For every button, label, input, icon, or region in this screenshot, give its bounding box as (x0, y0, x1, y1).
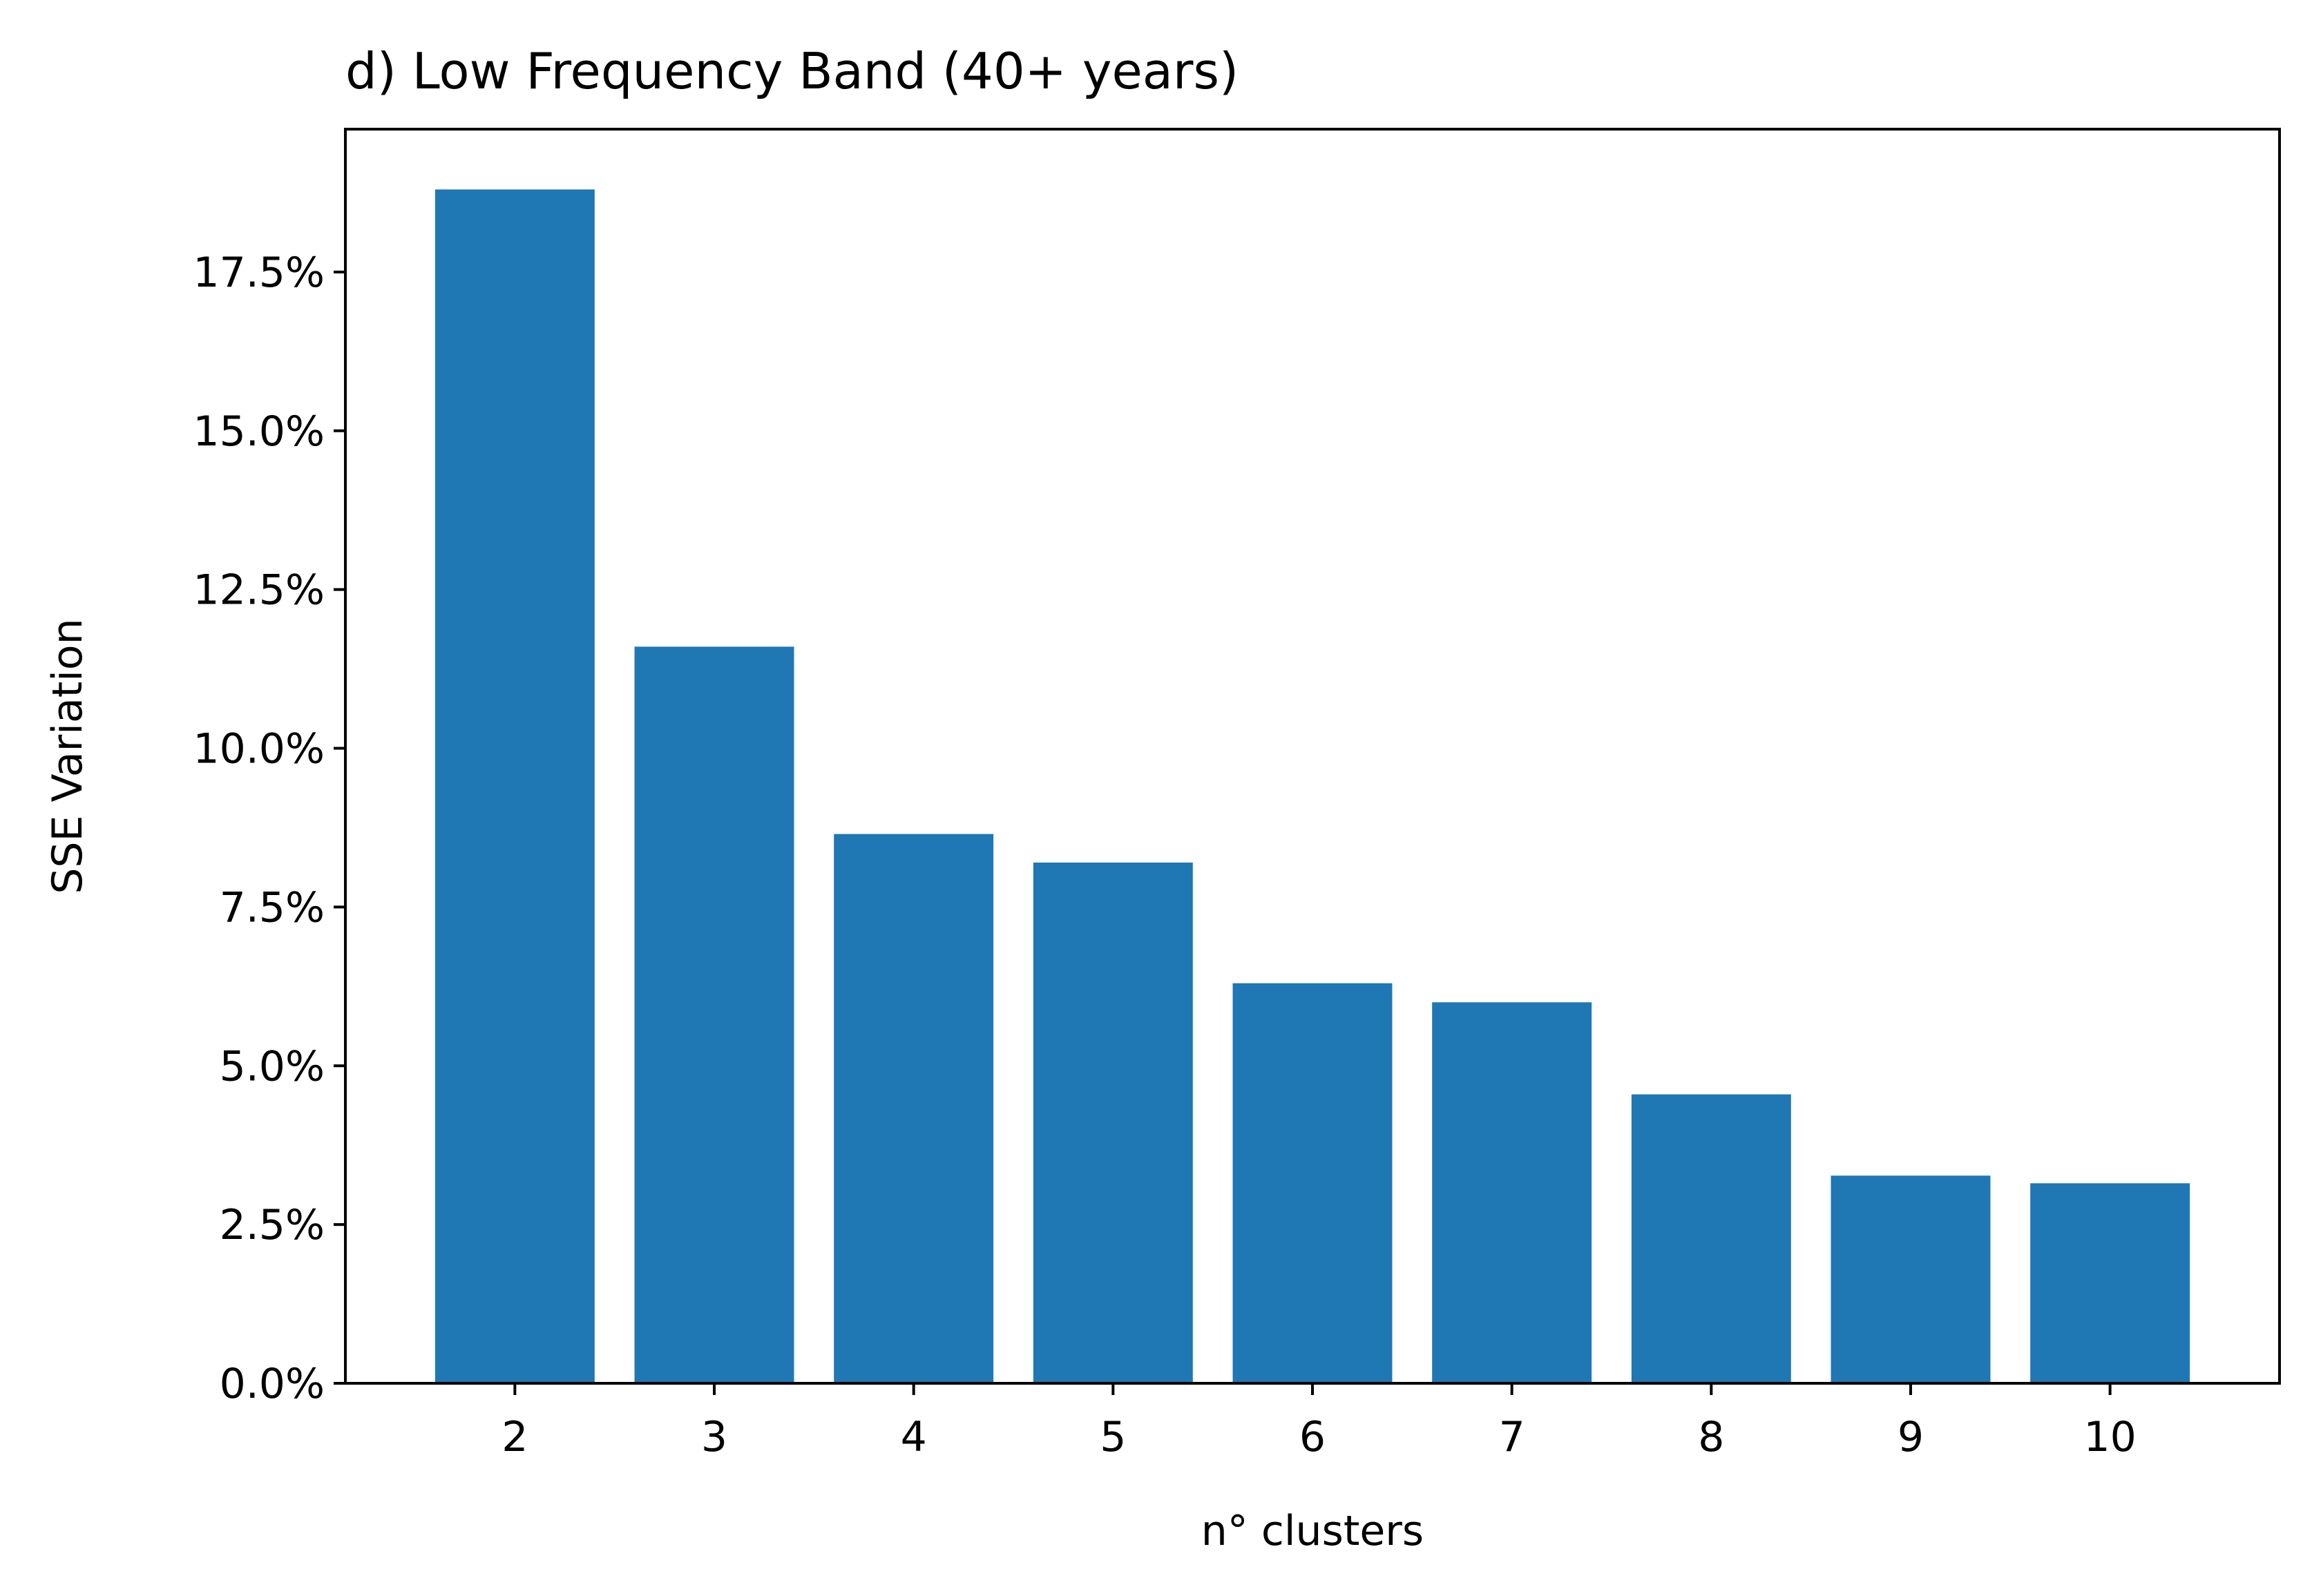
bar-2 (434, 189, 595, 1383)
bar-3 (634, 646, 794, 1383)
y-tick-label: 5.0% (220, 1042, 325, 1090)
bar-6 (1232, 983, 1393, 1383)
y-tick-label: 7.5% (220, 883, 325, 932)
x-tick-label: 4 (901, 1413, 927, 1461)
bar-10 (2030, 1183, 2190, 1383)
y-tick-label: 12.5% (193, 566, 325, 615)
y-tick-label: 15.0% (193, 407, 325, 456)
y-axis-label: SSE Variation (44, 618, 92, 894)
bar-7 (1432, 1002, 1592, 1383)
bar-4 (834, 834, 994, 1383)
bar-5 (1033, 863, 1193, 1383)
x-tick-label: 7 (1499, 1413, 1525, 1461)
y-axis-ticks: 0.0% 2.5% 5.0% 7.5% 10.0% 12.5% 15.0% 17.5% (193, 249, 345, 1408)
bar-9 (1831, 1175, 1991, 1383)
x-tick-label: 5 (1100, 1413, 1126, 1461)
x-tick-label: 9 (1898, 1413, 1924, 1461)
x-tick-label: 8 (1698, 1413, 1724, 1461)
x-tick-label: 6 (1299, 1413, 1326, 1461)
bars-group (434, 189, 2190, 1383)
y-tick-label: 10.0% (193, 725, 325, 773)
x-tick-label: 3 (701, 1413, 727, 1461)
x-tick-label: 10 (2083, 1413, 2136, 1461)
chart-title: d) Low Frequency Band (40+ years) (345, 42, 1239, 100)
y-tick-label: 0.0% (220, 1360, 325, 1408)
y-tick-label: 2.5% (220, 1201, 325, 1249)
x-tick-label: 2 (501, 1413, 528, 1461)
x-axis-ticks: 2 3 4 5 6 7 8 9 10 (501, 1383, 2137, 1461)
plot-frame (344, 128, 2281, 1385)
x-axis-label: n° clusters (1201, 1507, 1424, 1555)
bar-8 (1631, 1094, 1791, 1383)
y-tick-label: 17.5% (193, 249, 325, 297)
